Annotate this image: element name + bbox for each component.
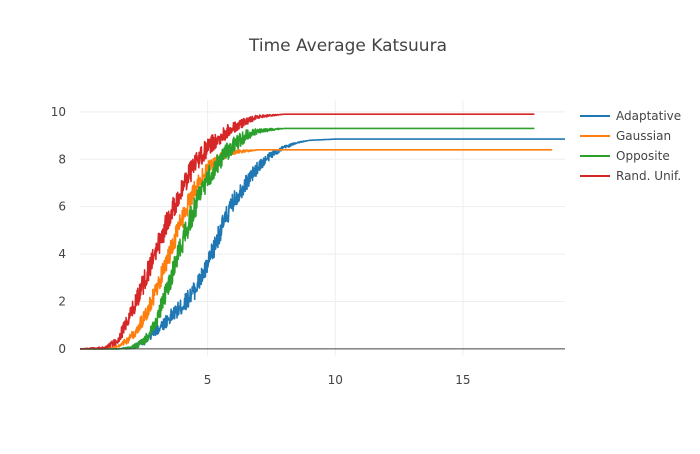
legend-label: Adaptative xyxy=(616,109,681,123)
series-group xyxy=(79,113,566,350)
y-tick-label: 6 xyxy=(58,200,66,214)
legend-item[interactable]: Rand. Unif. xyxy=(580,169,681,183)
x-tick-label: 10 xyxy=(328,373,343,387)
legend-label: Gaussian xyxy=(616,129,671,143)
series-line-rand-unif xyxy=(79,113,535,350)
legend-item[interactable]: Opposite xyxy=(580,149,670,163)
y-tick-label: 8 xyxy=(58,152,66,166)
x-tick-label: 15 xyxy=(455,373,470,387)
y-tick-label: 10 xyxy=(51,105,66,119)
chart-title: Time Average Katsuura xyxy=(248,36,447,56)
series-line-gaussian xyxy=(79,149,553,350)
series-line-adaptative xyxy=(79,138,566,350)
legend-item[interactable]: Adaptative xyxy=(580,109,681,123)
y-tick-label: 0 xyxy=(58,342,66,356)
legend[interactable]: Adaptative Gaussian Opposite Rand. Unif. xyxy=(580,109,681,183)
legend-item[interactable]: Gaussian xyxy=(580,129,671,143)
y-tick-label: 2 xyxy=(58,294,66,308)
axes: 0 2 4 6 8 10 5 10 15 xyxy=(51,105,565,387)
y-tick-label: 4 xyxy=(58,247,66,261)
legend-label: Rand. Unif. xyxy=(616,169,681,183)
legend-label: Opposite xyxy=(616,149,670,163)
x-tick-label: 5 xyxy=(204,373,212,387)
series-line-opposite xyxy=(79,127,535,350)
